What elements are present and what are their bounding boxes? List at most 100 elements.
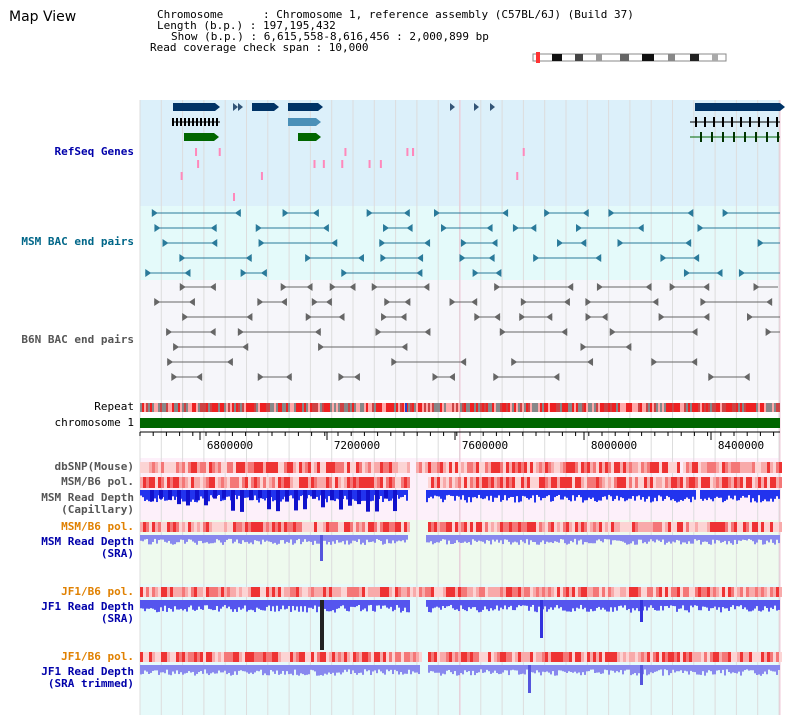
jf1-sra-depth	[402, 600, 404, 611]
repeat-segment	[188, 403, 190, 412]
jf1-sra-depth	[366, 600, 368, 612]
repeat-segment	[578, 403, 580, 412]
jf1-pol-segment	[656, 587, 659, 597]
jf1-trimmed-depth	[488, 665, 490, 672]
track-label-msm-depth-capillary[interactable]: MSM Read Depth (Capillary)	[41, 492, 134, 516]
jf1-pol2-segment	[641, 652, 644, 662]
msm-bac-pair-end	[145, 269, 152, 277]
msm-sra-depth	[296, 535, 298, 541]
jf1-pol-segment	[440, 587, 443, 597]
jf1-pol-segment	[437, 587, 440, 597]
track-label-jf1-depth-sra[interactable]: JF1 Read Depth (SRA)	[41, 601, 134, 625]
msm-capillary-depth	[254, 490, 256, 496]
jf1-pol2-segment	[191, 652, 194, 662]
msm-pol-segment	[683, 477, 686, 488]
track-label-b6n-bac[interactable]: B6N BAC end pairs	[21, 333, 134, 346]
jf1-pol-segment	[350, 587, 353, 597]
jf1-trimmed-depth	[570, 665, 572, 672]
jf1-sra-depth	[646, 600, 648, 611]
dbsnp-segment	[554, 462, 557, 473]
msm-pol2-segment	[206, 522, 209, 532]
msm-capillary-depth	[272, 490, 274, 502]
jf1-sra-depth	[710, 600, 712, 609]
msm-pol2-segment	[230, 522, 233, 532]
msm-bac-pair-end	[260, 269, 267, 277]
track-label-jf1-pol-2[interactable]: JF1/B6 pol.	[61, 650, 134, 663]
msm-sra-depth	[332, 535, 334, 542]
jf1-trimmed-depth	[664, 665, 666, 670]
msm-sra-depth	[724, 535, 726, 541]
jf1-sra-depth	[184, 600, 186, 610]
msm-capillary-depth	[714, 490, 716, 499]
msm-sra-depth	[704, 535, 706, 542]
track-label-jf1-pol-1[interactable]: JF1/B6 pol.	[61, 585, 134, 598]
dbsnp-segment	[248, 462, 251, 473]
repeat-segment	[424, 403, 426, 412]
msm-sra-depth	[426, 535, 428, 543]
msm-capillary-depth	[760, 490, 762, 503]
msm-pol2-segment	[668, 522, 671, 532]
repeat-segment	[724, 403, 726, 412]
b6n-bac-pair-end	[226, 358, 233, 366]
jf1-pol-segment	[263, 587, 266, 597]
track-label-msm-depth-sra[interactable]: MSM Read Depth (SRA)	[41, 536, 134, 560]
msm-sra-depth	[334, 535, 336, 544]
refseq-tick	[180, 172, 183, 180]
msm-pol-segment	[443, 477, 446, 488]
msm-pol-segment	[587, 477, 590, 488]
msm-capillary-depth	[300, 490, 302, 497]
msm-sra-depth	[596, 535, 598, 541]
msm-pol-segment	[383, 477, 386, 488]
jf1-pol-segment	[215, 587, 218, 597]
jf1-sra-depth	[776, 600, 778, 611]
dbsnp-segment	[440, 462, 443, 473]
msm-pol-segment	[227, 477, 230, 488]
refseq-tick	[522, 148, 525, 156]
jf1-pol2-segment	[221, 652, 224, 662]
jf1-sra-depth	[770, 600, 772, 608]
msm-pol2-segment	[200, 522, 203, 532]
repeat-segment	[534, 403, 536, 412]
jf1-sra-depth	[236, 600, 238, 612]
msm-sra-depth	[214, 535, 216, 543]
jf1-trimmed-depth	[296, 665, 298, 675]
track-label-dbsnp[interactable]: dbSNP(Mouse)	[54, 460, 134, 473]
jf1-sra-depth	[386, 600, 388, 608]
dbsnp-segment	[506, 462, 509, 473]
jf1-trimmed-depth	[514, 665, 516, 671]
msm-pol2-segment	[317, 522, 320, 532]
msm-capillary-depth	[594, 490, 596, 502]
jf1-sra-depth	[434, 600, 436, 608]
jf1-sra-depth	[310, 600, 312, 608]
track-label-msm-pol-2[interactable]: MSM/B6 pol.	[61, 520, 134, 533]
msm-pol2-segment	[257, 522, 260, 532]
msm-sra-depth	[778, 535, 780, 544]
msm-pol-segment	[662, 477, 665, 488]
jf1-pol2-segment	[680, 652, 683, 662]
dbsnp-segment	[695, 462, 698, 473]
jf1-sra-depth	[734, 600, 736, 610]
track-label-refseq[interactable]: RefSeq Genes	[54, 145, 134, 158]
jf1-trimmed-depth	[666, 665, 668, 671]
track-label-jf1-depth-trimmed[interactable]: JF1 Read Depth (SRA trimmed)	[41, 666, 134, 690]
jf1-sra-depth	[704, 600, 706, 607]
track-label-chromosome[interactable]: chromosome 1	[54, 416, 134, 429]
jf1-sra-depth	[164, 600, 166, 606]
msm-pol2-segment	[554, 522, 557, 532]
jf1-trimmed-depth	[512, 665, 514, 670]
dbsnp-segment	[257, 462, 260, 473]
msm-capillary-depth	[566, 490, 568, 498]
track-label-line: JF1 Read Depth	[41, 665, 134, 678]
repeat-segment	[758, 403, 760, 412]
jf1-pol2-segment	[302, 652, 305, 662]
track-label-repeat[interactable]: Repeat	[94, 400, 134, 413]
track-label-msm-pol-1[interactable]: MSM/B6 pol.	[61, 475, 134, 488]
refseq-tick	[233, 193, 235, 201]
track-label-msm-bac[interactable]: MSM BAC end pairs	[21, 235, 134, 248]
jf1-pol2-segment	[227, 652, 230, 662]
msm-capillary-depth	[380, 490, 382, 497]
msm-pol2-segment	[434, 522, 437, 532]
jf1-trimmed-depth	[270, 665, 272, 671]
msm-capillary-depth	[526, 490, 528, 498]
